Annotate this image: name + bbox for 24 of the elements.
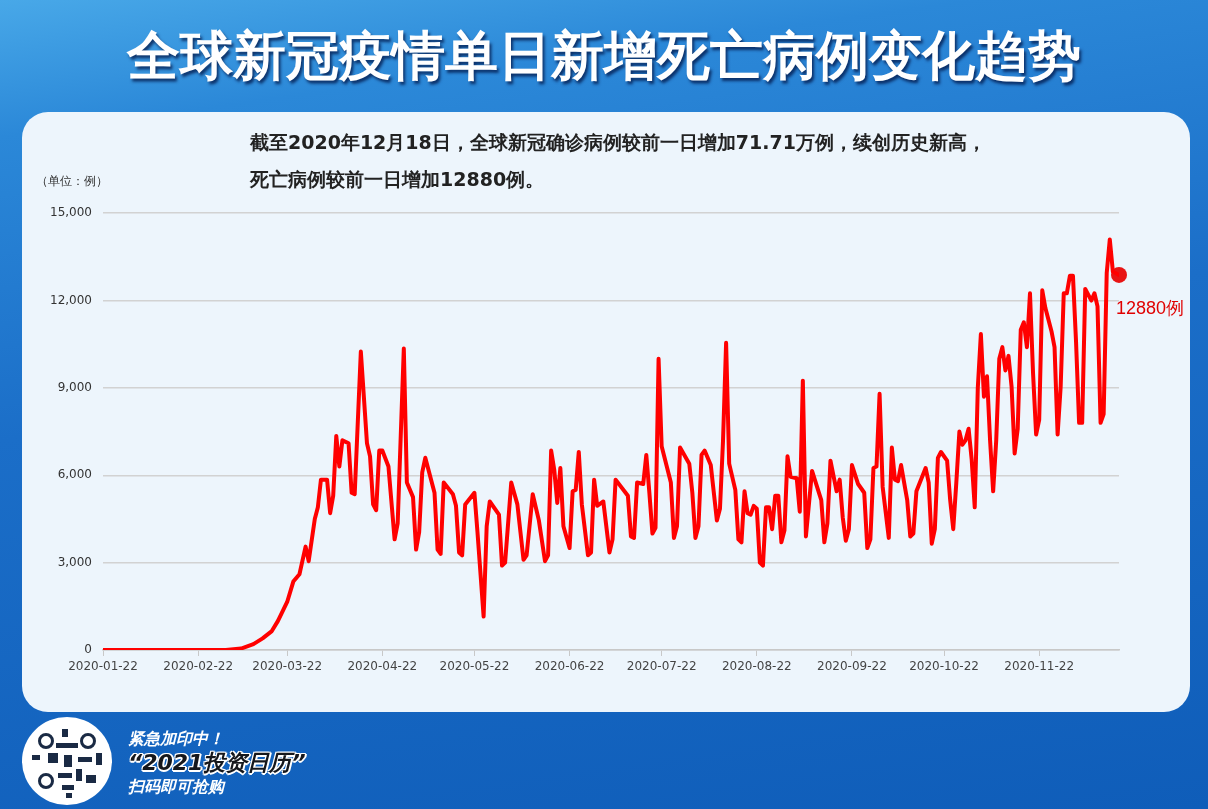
x-tick-label: 2020-01-22 <box>68 659 138 674</box>
x-tick-label: 2020-07-22 <box>626 659 697 674</box>
chart-subtitle: 截至2020年12月18日，全球新冠确诊病例较前一日增加71.71万例，续创历史新高，死亡病例较前一日增加12880例。 <box>250 130 987 192</box>
annotation: 12880例 <box>1116 297 1185 318</box>
text: 扫码即可抢购 <box>128 776 227 798</box>
x-tick-label: 2020-02-22 <box>163 659 234 674</box>
y-tick-label: 0 <box>84 642 92 657</box>
x-tick-label: 2020-09-22 <box>817 659 887 674</box>
x-tick-label: 2020-03-22 <box>252 659 323 674</box>
x-tick-label: 2020-06-22 <box>534 659 605 674</box>
x-tick-label: 2020-05-22 <box>439 659 510 674</box>
y-tick-label: 12,000 <box>50 292 92 307</box>
x-tick-label: 2020-04-22 <box>347 659 418 674</box>
y-tick-label: 6,000 <box>57 467 92 482</box>
x-tick-label: 2020-08-22 <box>721 659 792 674</box>
text: 紧急加印中！ <box>128 728 225 750</box>
y-tick-label: 9,000 <box>57 380 92 395</box>
y-axis-title: （单位：例） <box>36 173 108 190</box>
text: “2021投资日历” <box>128 750 306 775</box>
chart-title: 全球新冠疫情单日新增死亡病例变化趋势 <box>125 24 1082 88</box>
y-tick-label: 3,000 <box>57 554 92 569</box>
x-tick-label: 2020-11-22 <box>1004 659 1075 674</box>
x-tick-label: 2020-10-22 <box>909 659 979 674</box>
y-tick-label: 15,000 <box>50 205 92 220</box>
